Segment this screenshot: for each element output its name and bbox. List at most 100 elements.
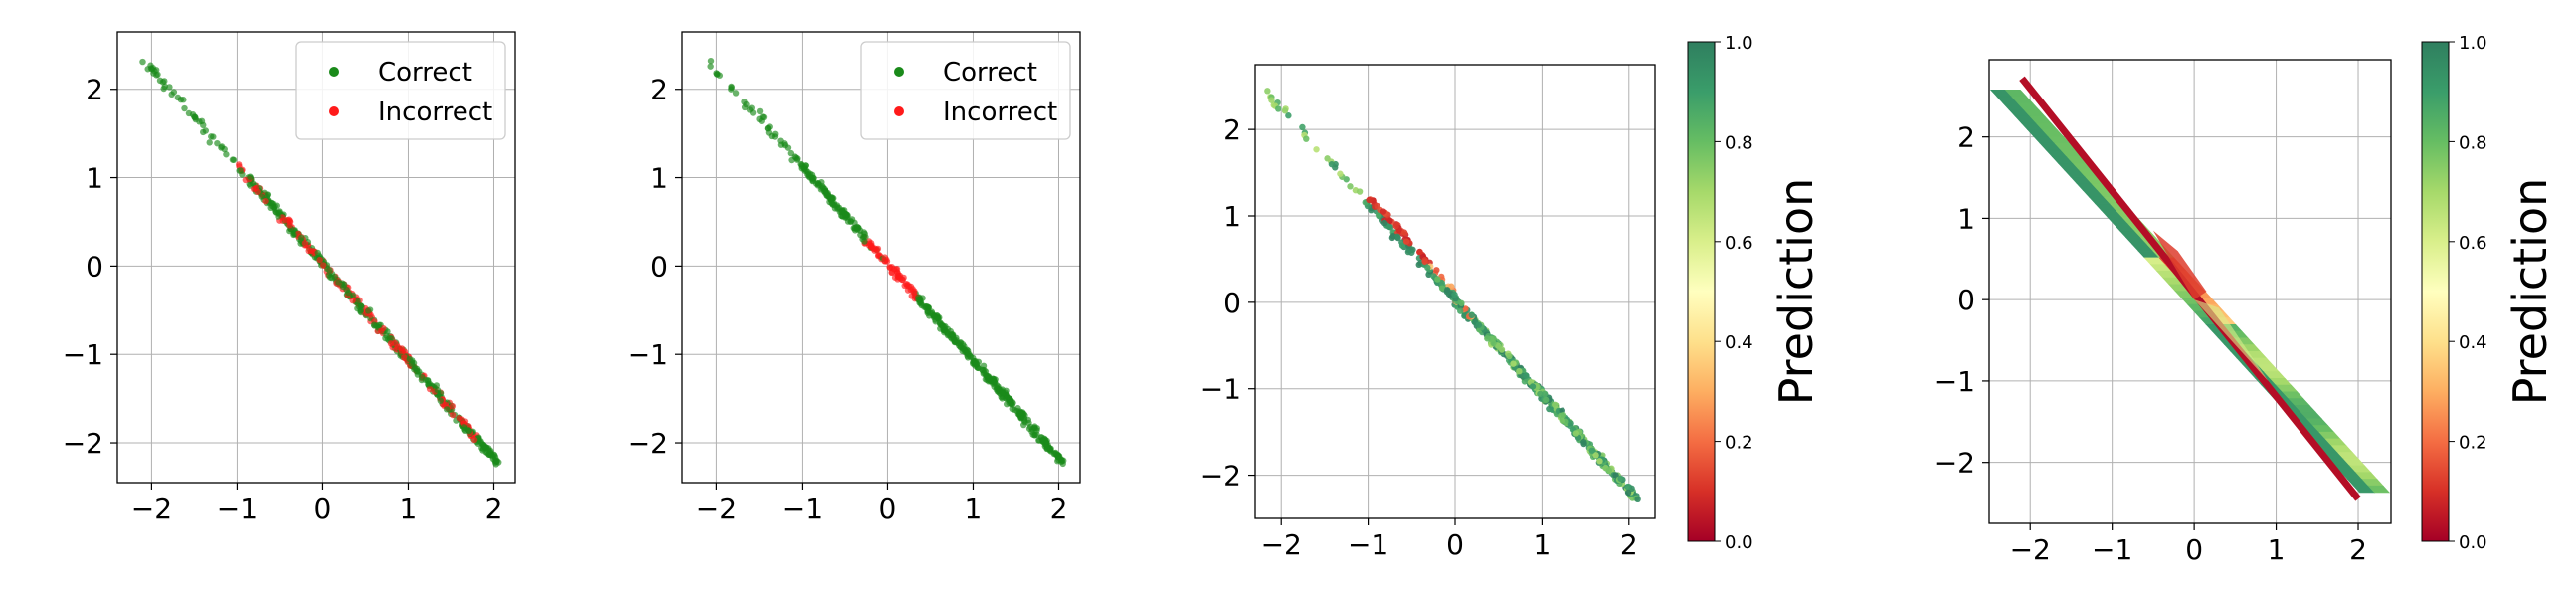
correct-point	[764, 124, 772, 132]
correct-point	[314, 249, 321, 257]
data-points	[139, 58, 502, 468]
y-tick-label: −2	[628, 427, 668, 460]
prediction-point	[1495, 342, 1502, 350]
correct-point	[1003, 395, 1010, 402]
correct-point	[793, 156, 801, 163]
colorbar: 0.0 0.2 0.4 0.6 0.8 1.0 Prediction	[1687, 33, 1823, 553]
prediction-point	[1580, 438, 1587, 446]
prediction-point	[1380, 219, 1388, 227]
y-tick-label: 1	[650, 162, 668, 195]
correct-point	[290, 231, 297, 239]
x-tick-label: −1	[217, 493, 258, 525]
correct-point	[1043, 437, 1050, 445]
correct-point	[206, 139, 213, 146]
y-tick-label: 0	[1223, 287, 1241, 319]
legend-label: Correct	[378, 58, 472, 88]
y-tick-label: −1	[63, 338, 103, 371]
prediction-point	[1541, 390, 1549, 398]
x-tick-label: 2	[2349, 533, 2367, 566]
prediction-point	[1386, 217, 1393, 224]
correct-point	[707, 63, 714, 70]
correct-point	[838, 207, 846, 215]
correct-point	[861, 238, 868, 245]
incorrect-point	[349, 297, 356, 304]
correct-point	[851, 227, 859, 234]
prediction-point	[1451, 291, 1458, 298]
correct-point	[181, 104, 188, 112]
prediction-point	[1433, 267, 1440, 274]
correct-point	[489, 455, 497, 463]
colorbar-gradient	[1687, 41, 1716, 542]
correct-point	[732, 90, 740, 97]
correct-point	[975, 358, 983, 366]
correct-point	[847, 218, 854, 225]
y-tick-label: 1	[86, 162, 103, 195]
prediction-point	[1552, 401, 1559, 409]
prediction-point	[1347, 183, 1354, 190]
y-tick-label: −2	[1200, 460, 1241, 493]
colorbar-label: Prediction	[2503, 178, 2557, 406]
axes-frame	[1988, 59, 2392, 524]
incorrect-point	[301, 240, 309, 247]
prediction-point	[1461, 312, 1468, 319]
prediction-point	[1617, 475, 1624, 483]
incorrect-point	[319, 262, 327, 269]
grid	[1989, 60, 2391, 523]
surface-cell	[2367, 485, 2391, 494]
correct-point	[1041, 443, 1049, 450]
correct-point	[335, 279, 342, 286]
y-tick-label: 1	[1957, 202, 1975, 235]
incorrect-point	[394, 343, 401, 351]
prediction-point	[1443, 287, 1451, 294]
prediction-point	[1421, 258, 1428, 265]
incorrect-point	[254, 188, 261, 195]
correct-point	[828, 194, 835, 201]
prediction-point	[1392, 222, 1399, 230]
colorbar-tick-label: 0.4	[2459, 332, 2487, 353]
prediction-point	[1313, 146, 1320, 153]
correct-point	[239, 171, 246, 178]
incorrect-point	[867, 240, 875, 247]
colorbar-tick-label: 1.0	[2459, 33, 2487, 54]
prediction-surface	[1989, 76, 2391, 501]
prediction-point	[1634, 496, 1641, 503]
correct-point	[214, 139, 221, 147]
correct-point	[170, 89, 178, 96]
prediction-point	[1402, 238, 1410, 245]
x-tick-label: 0	[879, 493, 897, 525]
correct-point	[139, 58, 146, 66]
correct-point	[200, 121, 207, 129]
prediction-point	[1605, 467, 1612, 474]
legend: Correct Incorrect	[295, 41, 506, 140]
correct-point	[1008, 399, 1014, 406]
prediction-point	[1559, 417, 1566, 424]
prediction-point	[1484, 335, 1491, 342]
correct-point	[1033, 425, 1040, 432]
correct-point	[247, 173, 254, 180]
y-tick-label: 2	[1957, 121, 1975, 154]
correct-point	[354, 298, 361, 304]
x-tick-label: −1	[782, 493, 823, 525]
incorrect-point	[899, 276, 906, 284]
incorrect-point	[870, 245, 877, 253]
y-tick-label: −1	[1200, 373, 1241, 406]
prediction-point	[1537, 390, 1544, 398]
prediction-point	[1299, 123, 1306, 131]
axes-frame	[116, 31, 516, 484]
correct-point	[817, 186, 825, 193]
colorbar: 0.0 0.2 0.4 0.6 0.8 1.0 Prediction	[2421, 33, 2557, 553]
prediction-point	[1416, 248, 1423, 256]
prediction-point	[1264, 88, 1271, 95]
prediction-point	[1596, 458, 1603, 465]
correct-point	[823, 192, 829, 199]
y-tick-label: 1	[1223, 200, 1241, 233]
incorrect-point	[286, 217, 293, 225]
correct-point	[180, 97, 187, 103]
correct-point	[426, 380, 433, 387]
prediction-point	[1400, 229, 1408, 236]
correct-point	[1009, 405, 1015, 413]
legend-label: Incorrect	[943, 98, 1057, 127]
x-tick-label: −1	[2092, 533, 2132, 566]
prediction-point	[1510, 360, 1517, 367]
colorbar-tick-label: 0.2	[2459, 433, 2487, 454]
